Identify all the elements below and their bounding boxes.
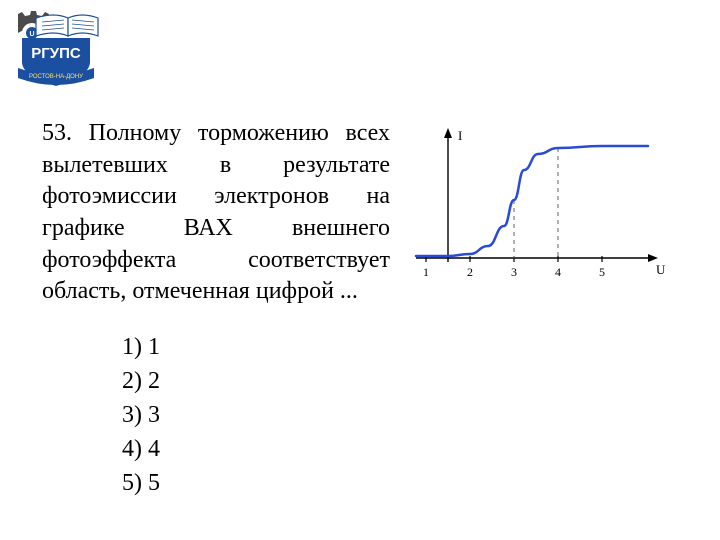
svg-text:U: U	[29, 31, 34, 38]
answer-option-3: 3) 3	[122, 398, 160, 432]
vah-chart: I U 1 2 3 4 5	[408, 118, 666, 290]
answer-list: 1) 12) 23) 34) 45) 5	[122, 330, 160, 500]
question-text: 53. Полному торможению всех вылетевших в…	[42, 118, 390, 308]
answer-option-1: 1) 1	[122, 330, 160, 364]
institution-logo: U РГУПС РОСТОВ-НА-ДОНУ	[12, 10, 100, 88]
question-number: 53.	[42, 120, 72, 146]
svg-text:I: I	[458, 128, 462, 143]
question-body: Полному торможению всех вылетевших в рез…	[42, 120, 390, 304]
book-icon	[36, 15, 98, 36]
answer-option-5: 5) 5	[122, 466, 160, 500]
svg-text:1: 1	[423, 265, 429, 279]
svg-text:3: 3	[511, 265, 517, 279]
answer-option-2: 2) 2	[122, 364, 160, 398]
svg-text:4: 4	[555, 265, 561, 279]
logo-abbrev: РГУПС	[31, 45, 81, 62]
svg-text:2: 2	[467, 265, 473, 279]
logo-tagline: РОСТОВ-НА-ДОНУ	[29, 74, 83, 80]
svg-text:5: 5	[599, 265, 605, 279]
svg-text:U: U	[656, 262, 666, 277]
answer-option-4: 4) 4	[122, 432, 160, 466]
